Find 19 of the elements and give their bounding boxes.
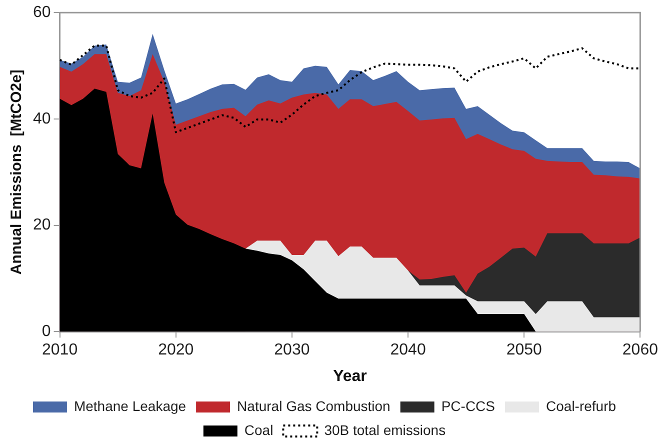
legend-label: Natural Gas Combustion: [237, 398, 390, 414]
x-tick-label: 2010: [42, 342, 78, 359]
legend-label: Coal-refurb: [546, 398, 616, 414]
legend-label: 30B total emissions: [324, 422, 446, 438]
legend-label: Methane Leakage: [74, 398, 186, 414]
x-tick-label: 2060: [622, 342, 658, 359]
x-tick-label: 2050: [506, 342, 542, 359]
y-tick-label: 0: [42, 323, 51, 340]
legend-label: PC-CCS: [441, 398, 496, 414]
y-tick-label: 40: [33, 110, 51, 128]
line-series: [60, 44, 640, 134]
x-tick-label: 2040: [390, 342, 426, 359]
y-axis-title: Annual Emissions [MtCO2e]: [8, 70, 26, 275]
y-tick-label: 20: [33, 216, 51, 234]
y-tick-label: 60: [33, 4, 51, 22]
legend-label: Coal: [244, 422, 274, 438]
x-tick-label: 2030: [274, 342, 310, 359]
x-tick-label: 2020: [158, 342, 194, 359]
x-axis-title: Year: [333, 368, 367, 385]
